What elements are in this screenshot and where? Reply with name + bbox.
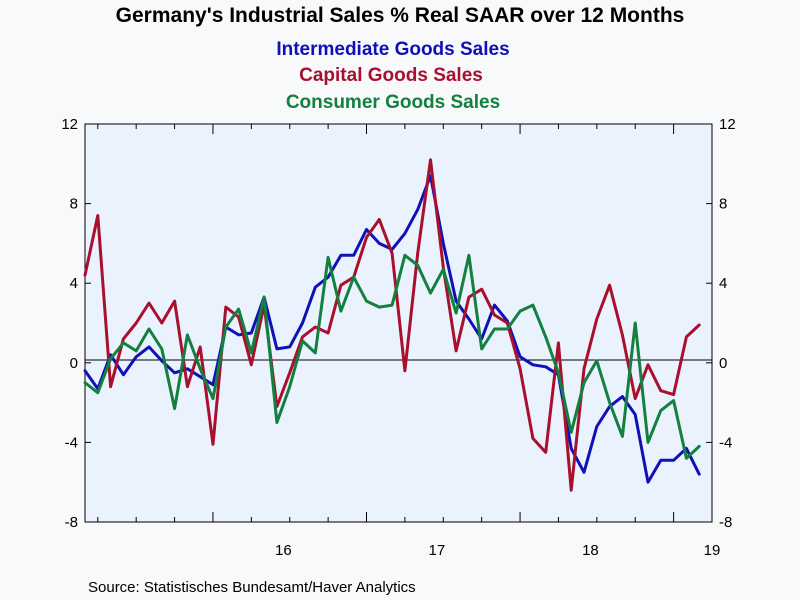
y-tick-label-left: -4	[65, 434, 78, 451]
y-tick-label-left: 12	[61, 116, 78, 133]
y-tick-label-right: -8	[719, 514, 732, 531]
x-tick-label: 19	[704, 542, 721, 559]
y-axis-left: 12 8 4 0 -4 -8	[61, 116, 91, 531]
y-tick-label-left: 8	[70, 196, 78, 213]
series-line-capital	[83, 158, 701, 492]
y-tick-label-right: 8	[719, 196, 727, 213]
y-tick-label-left: 0	[70, 355, 78, 372]
y-tick-label-right: -4	[719, 434, 732, 451]
x-tick-label: 17	[429, 542, 446, 559]
source-note: Source: Statistisches Bundesamt/Haver An…	[88, 579, 416, 596]
x-axis: 16 17 18 19	[97, 124, 721, 559]
series-line-consumer	[83, 253, 701, 460]
y-tick-label-right: 4	[719, 275, 727, 292]
legend-intermediate: Intermediate Goods Sales	[276, 39, 509, 60]
x-tick-label: 18	[582, 542, 599, 559]
y-tick-label-left: -8	[65, 514, 78, 531]
x-tick-label: 16	[275, 542, 292, 559]
y-tick-label-right: 0	[719, 355, 727, 372]
y-tick-label-right: 12	[719, 116, 736, 133]
chart-title: Germany's Industrial Sales % Real SAAR o…	[116, 4, 685, 27]
legend-consumer: Consumer Goods Sales	[286, 92, 500, 113]
series-lines	[83, 158, 701, 492]
y-axis-right: 12 8 4 0 -4 -8	[706, 116, 736, 531]
legend-capital: Capital Goods Sales	[299, 65, 483, 86]
y-tick-label-left: 4	[70, 275, 78, 292]
